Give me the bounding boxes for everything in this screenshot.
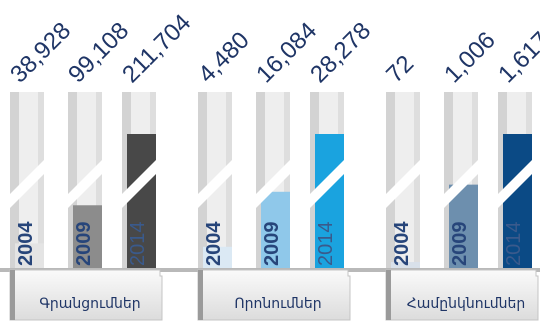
bar-column-edge (198, 92, 207, 268)
value-label: 72 (381, 50, 419, 88)
bar-break (122, 160, 156, 208)
bar-fill (73, 205, 102, 268)
bar: 2004 72 (381, 50, 420, 268)
bar-break (256, 160, 290, 208)
bar-break (444, 160, 478, 208)
year-label: 2014 (127, 222, 149, 267)
bar: 2004 4,480 (193, 27, 255, 268)
bar-group: Համընկնումներ 2004 72 2009 1,006 2014 1,617 (381, 27, 540, 321)
bar-fill (449, 184, 478, 268)
bar: 2014 1,617 (493, 27, 540, 268)
bar-column-edge (96, 92, 102, 268)
year-label: 2004 (15, 221, 37, 266)
bar-fill (315, 134, 344, 268)
value-label: 38,928 (5, 17, 76, 88)
bar-fill (15, 243, 44, 268)
group-label: Համընկնումներ (407, 296, 525, 312)
bar: 2014 28,278 (305, 17, 376, 268)
bar-break (10, 160, 44, 208)
bar-column-edge (38, 92, 44, 268)
group-label-plate: Գրանցումներ (9, 269, 163, 321)
bar-fill (503, 134, 532, 268)
bar-break (68, 160, 102, 208)
value-label: 28,278 (305, 17, 376, 88)
bar-column-edge (68, 92, 77, 268)
value-label: 16,084 (251, 17, 322, 88)
bar-fill (127, 134, 156, 268)
bar: 2014 211,704 (117, 9, 196, 268)
bar-break (498, 160, 532, 208)
value-label: 1,617 (493, 27, 540, 89)
bar-column-edge (414, 92, 420, 268)
group-label: Գրանցումներ (39, 296, 140, 312)
bar-column-edge (122, 92, 131, 268)
group-label: Որոնումներ (234, 296, 321, 312)
year-label: 2009 (449, 222, 471, 267)
year-label: 2014 (503, 222, 525, 267)
bar: 2004 38,928 (5, 17, 76, 268)
bar-column-edge (310, 92, 319, 268)
value-label: 211,704 (117, 9, 196, 88)
year-label: 2004 (203, 221, 225, 266)
bar-group: Գրանցումներ 2004 38,928 2009 99,108 2014 211,7… (5, 9, 196, 321)
year-label: 2009 (261, 222, 283, 267)
bar-column-edge (444, 92, 453, 268)
year-label: 2004 (391, 221, 413, 266)
bar-break (310, 160, 344, 208)
bar-break (198, 160, 232, 208)
bar-fill (203, 246, 232, 268)
bar-fill (391, 262, 420, 268)
bar-break (386, 160, 420, 208)
group-label-plate: Որոնումներ (197, 269, 351, 321)
bar-column-edge (284, 92, 290, 268)
value-label: 4,480 (193, 27, 255, 89)
bar-group: Որոնումներ 2004 4,480 2009 16,084 2014 28,278 (193, 17, 376, 321)
bar-column-edge (10, 92, 19, 268)
bar-column-edge (498, 92, 507, 268)
group-label-plate: Համընկնումներ (385, 269, 539, 321)
bar: 2009 1,006 (439, 27, 501, 268)
bar-fill (261, 191, 290, 268)
bar-column-edge (256, 92, 265, 268)
bar-column-edge (472, 92, 478, 268)
year-label: 2009 (73, 222, 95, 267)
bar-column-edge (386, 92, 395, 268)
year-label: 2014 (315, 222, 337, 267)
value-label: 1,006 (439, 27, 501, 89)
bar-column-edge (226, 92, 232, 268)
value-label: 99,108 (63, 17, 134, 88)
